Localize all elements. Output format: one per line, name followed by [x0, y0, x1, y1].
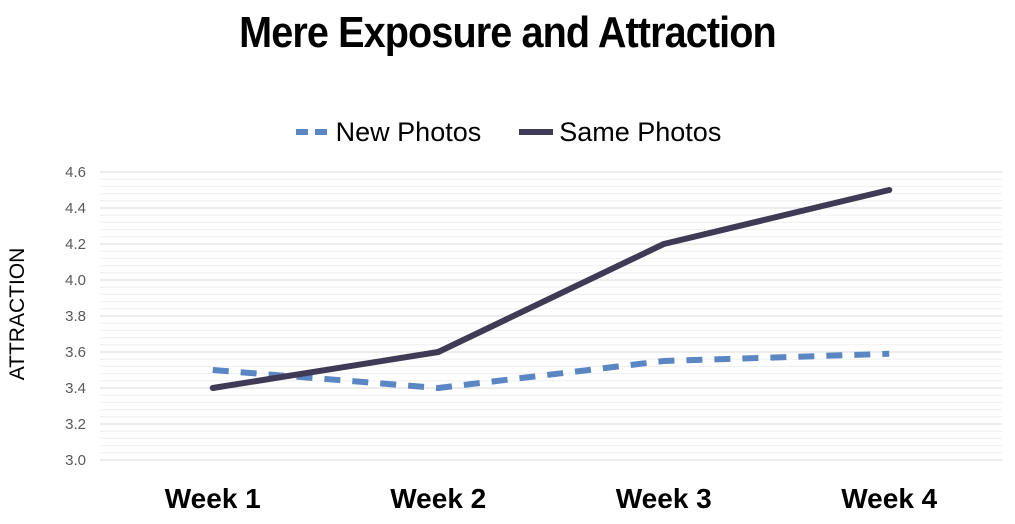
y-tick-label: 4.0 — [65, 272, 86, 289]
y-tick-label: 3.4 — [65, 380, 86, 397]
x-tick-label: Week 2 — [390, 483, 486, 514]
data-point — [210, 385, 216, 391]
series-line-same-photos — [209, 187, 893, 391]
legend-item-new-photos: New Photos — [294, 116, 482, 148]
legend-swatch-same-photos — [519, 129, 554, 135]
data-point — [886, 187, 892, 193]
y-tick-label: 3.2 — [65, 416, 86, 433]
y-tick-label: 4.2 — [65, 236, 86, 253]
legend-swatch-new-photos — [295, 129, 330, 135]
data-point — [661, 241, 667, 247]
y-tick-label: 4.6 — [65, 164, 86, 181]
legend-item-same-photos: Same Photos — [517, 117, 721, 148]
data-point — [435, 385, 441, 391]
y-tick-label: 3.8 — [65, 308, 86, 325]
data-point — [661, 358, 667, 364]
x-tick-label: Week 3 — [616, 483, 712, 514]
legend-label-same-photos: Same Photos — [559, 116, 722, 147]
x-tick-label: Week 4 — [841, 483, 937, 514]
y-tick-label: 3.0 — [65, 452, 86, 469]
data-point — [435, 349, 441, 355]
x-tick-label: Week 1 — [165, 483, 261, 514]
chart-title: Mere Exposure and Attraction — [239, 8, 777, 57]
y-tick-label: 4.4 — [65, 200, 86, 217]
legend: New Photos Same Photos — [0, 112, 1015, 152]
series-line-new-photos — [212, 350, 890, 391]
legend-label-new-photos: New Photos — [335, 116, 482, 147]
y-tick-label: 3.6 — [65, 344, 86, 361]
data-point — [210, 367, 216, 373]
data-point — [886, 351, 892, 357]
